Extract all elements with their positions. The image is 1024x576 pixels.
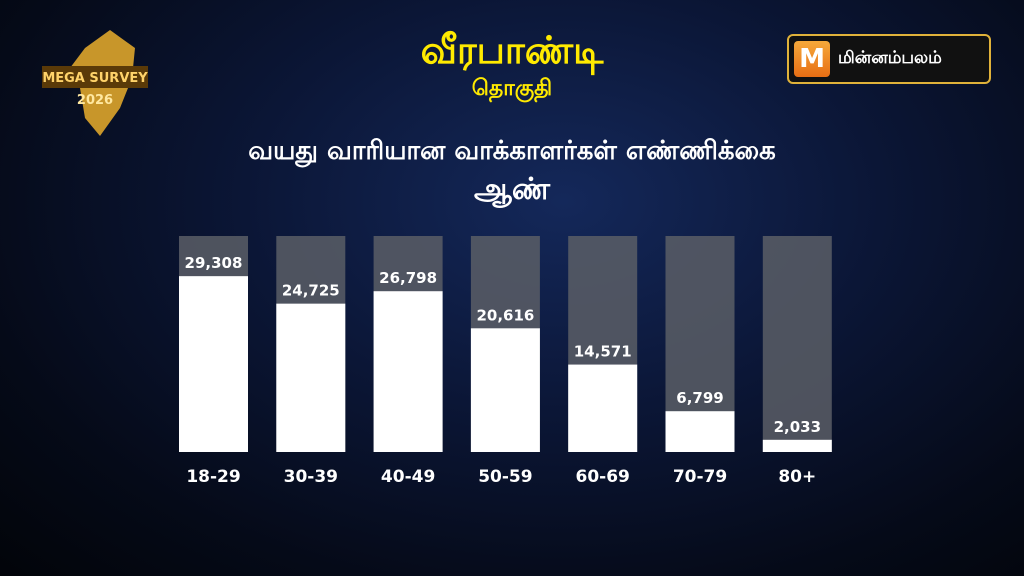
constituency-title: வீரபாண்டி: [420, 28, 604, 72]
value-label: 20,616: [476, 306, 534, 324]
category-label: 60-69: [576, 467, 630, 487]
value-label: 2,033: [774, 418, 821, 436]
mega-survey-badge: MEGA SURVEY 2026: [42, 30, 148, 136]
value-label: 29,308: [185, 254, 243, 272]
category-label: 18-29: [186, 467, 240, 487]
category-label: 40-49: [381, 467, 435, 487]
logo-m-icon: M: [794, 41, 830, 77]
minnambalam-logo: M மின்னம்பலம்: [787, 34, 991, 84]
bar: [470, 328, 540, 452]
bar: [373, 291, 443, 452]
category-label: 30-39: [284, 467, 338, 487]
bar: [276, 303, 346, 452]
category-label: 70-79: [673, 467, 727, 487]
svg-text:2026: 2026: [77, 93, 113, 108]
value-label: 6,799: [676, 389, 723, 407]
chart-subtitle: ஆண்: [473, 172, 551, 207]
value-label: 14,571: [574, 343, 632, 361]
logo-text: மின்னம்பலம்: [838, 48, 942, 68]
value-label: 26,798: [379, 269, 437, 287]
bar: [762, 439, 832, 452]
category-label: 50-59: [478, 467, 532, 487]
bar: [665, 411, 735, 452]
chart-title: வயது வாரியான வாக்காளர்கள் எண்ணிக்கை: [248, 136, 776, 166]
bar-track: [762, 236, 832, 452]
constituency-subtitle: தொகுதி: [471, 76, 553, 101]
bar: [179, 276, 248, 452]
bar: [568, 364, 638, 452]
category-label: 80+: [778, 467, 816, 487]
svg-text:MEGA SURVEY: MEGA SURVEY: [42, 71, 148, 86]
value-label: 24,725: [282, 282, 340, 300]
